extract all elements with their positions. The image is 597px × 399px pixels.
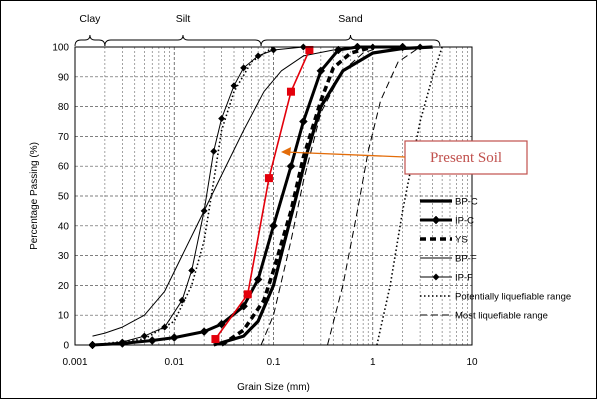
y-tick-label: 90 (58, 72, 70, 83)
legend-label: IP-F (455, 273, 473, 284)
callout: Present Soil (281, 140, 528, 175)
series-line-ip-f (92, 46, 421, 346)
bracket-clay (74, 34, 106, 47)
diamond-marker (217, 319, 226, 329)
diamond-marker (253, 275, 263, 284)
legend-label: Most liquefiable range (455, 311, 548, 322)
diamond-marker (169, 333, 179, 342)
series-ip-f (88, 43, 424, 349)
series-line-most-liquefiable-range (327, 46, 421, 346)
square-marker (305, 45, 314, 54)
callout-arrow-line (284, 151, 406, 158)
series-lines (88, 42, 443, 350)
y-tick-label: 70 (58, 132, 70, 143)
diamond-marker (286, 161, 296, 171)
callout-arrowhead (281, 147, 291, 156)
diamond-marker (161, 323, 169, 331)
diamond-marker (230, 82, 238, 90)
legend-item-potentially-liquefiable-range: Potentially liquefiable range (420, 292, 571, 303)
y-tick-label: 10 (58, 311, 70, 322)
diamond-marker (210, 147, 218, 155)
y-tick-label: 60 (58, 162, 70, 173)
diamond-marker (240, 64, 248, 72)
callout-box (404, 140, 528, 175)
x-axis-title: Grain Size (mm) (237, 382, 310, 393)
callout-label: Present Soil (430, 150, 502, 166)
x-tick-label: 0.01 (165, 357, 185, 368)
diamond-marker (269, 221, 278, 231)
series-line-most-liquefiable-range-upper- (260, 46, 381, 346)
axes: 0 10 20 30 40 50 60 70 80 90 100 0.001 0.01 0.1 1 10 Gra… (29, 43, 478, 394)
square-marker (264, 174, 273, 183)
y-tick-label: 100 (52, 43, 69, 54)
square-marker (243, 290, 252, 299)
series-line-bp-c (213, 45, 433, 347)
legend-item-bp-c: BP-C (420, 197, 478, 208)
square-marker (286, 87, 295, 96)
label-sand: Sand (338, 13, 363, 25)
series-bp-f (92, 46, 373, 337)
bracket-silt (104, 34, 262, 47)
series-line-bp-f (92, 46, 373, 337)
y-tick-label: 20 (58, 281, 70, 292)
x-tick-label: 10 (466, 357, 478, 368)
legend-item-ip-c: IP-C (420, 216, 474, 227)
legend: BP-C IP-C YS BP-F IP-F Potentially liquefiabl… (420, 197, 571, 322)
label-silt: Silt (176, 13, 191, 25)
y-tick-label: 50 (58, 192, 70, 203)
diamond-marker (178, 296, 186, 304)
series-line-ys (220, 45, 374, 347)
y-tick-label: 30 (58, 251, 70, 262)
x-tick-label: 1 (370, 357, 376, 368)
diamond-marker (188, 266, 196, 275)
legend-item-ip-f: IP-F (420, 273, 473, 284)
legend-label: Potentially liquefiable range (455, 292, 571, 303)
legend-item-ys: YS (420, 235, 468, 246)
legend-label: YS (455, 235, 468, 246)
square-marker (211, 335, 220, 344)
diamond-marker (299, 117, 308, 126)
label-clay: Clay (79, 13, 101, 25)
diamond-marker (431, 215, 441, 225)
x-tick-label: 0.1 (267, 357, 281, 368)
series-present-soil (211, 45, 314, 344)
bracket-sand (260, 34, 441, 47)
soil-class-brackets: Clay Silt Sand (74, 13, 441, 47)
legend-item-most-liquefiable-range: Most liquefiable range (420, 311, 548, 322)
plot-border (74, 46, 473, 346)
series-most-liquefiable-range (327, 46, 421, 346)
diamond-marker (432, 273, 440, 281)
series-ys (220, 45, 374, 347)
y-tick-label: 40 (58, 221, 70, 232)
y-tick-label: 0 (63, 341, 69, 352)
grid (74, 46, 473, 346)
diamond-marker (316, 66, 326, 76)
diamond-marker (218, 114, 226, 123)
series-bp-c (213, 45, 433, 347)
y-tick-label: 80 (58, 102, 70, 113)
legend-item-bp-f: BP-F (420, 254, 477, 265)
series-most-liquefiable-range-upper- (260, 46, 381, 346)
present-soil-callout: Present Soil (281, 140, 528, 175)
diamond-marker (200, 207, 208, 215)
legend-label: IP-C (455, 216, 474, 227)
y-axis-title: Percentage Passing (%) (29, 142, 40, 250)
diamond-marker (199, 327, 209, 336)
legend-label: BP-F (455, 254, 477, 265)
legend-label: BP-C (455, 197, 478, 208)
x-tick-label: 0.001 (62, 357, 87, 368)
diamond-marker (254, 52, 262, 60)
diamond-marker (147, 336, 157, 345)
